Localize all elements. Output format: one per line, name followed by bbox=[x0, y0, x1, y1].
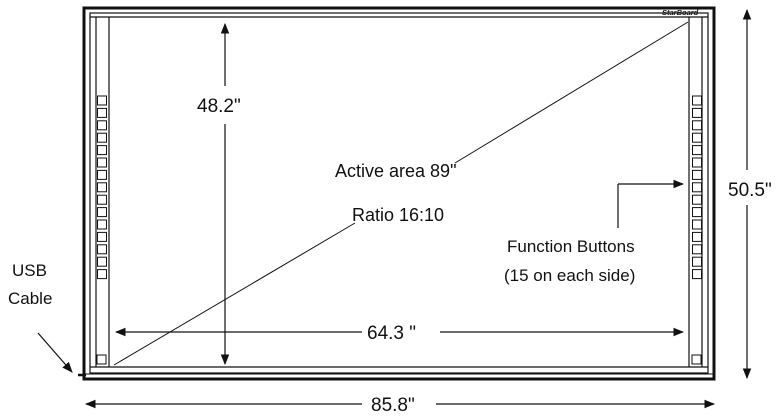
function-button bbox=[692, 95, 702, 106]
function-button bbox=[97, 157, 107, 168]
function-button bbox=[692, 269, 702, 280]
function-button bbox=[692, 219, 702, 230]
height-inner-label: 48.2" bbox=[197, 96, 241, 117]
function-button bbox=[97, 132, 107, 143]
function-button bbox=[97, 219, 107, 230]
function-button bbox=[692, 207, 702, 218]
function-buttons-right bbox=[692, 95, 702, 280]
function-button bbox=[97, 182, 107, 193]
usb-cable-pointer bbox=[37, 332, 86, 377]
function-button bbox=[97, 207, 107, 218]
function-buttons-label-line1: Function Buttons bbox=[507, 237, 635, 256]
function-button bbox=[692, 194, 702, 205]
function-button bbox=[692, 120, 702, 131]
function-button bbox=[97, 120, 107, 131]
function-button bbox=[692, 244, 702, 255]
function-button bbox=[97, 145, 107, 156]
function-button bbox=[692, 231, 702, 242]
width-inner-label: 64.3 " bbox=[367, 323, 416, 344]
usb-cable-label-line2: Cable bbox=[8, 289, 52, 308]
function-button bbox=[692, 157, 702, 168]
function-button bbox=[692, 132, 702, 143]
function-buttons-left bbox=[97, 95, 107, 280]
function-button bbox=[692, 107, 702, 118]
diagonal-active-area bbox=[113, 21, 689, 366]
ratio-label: Ratio 16:10 bbox=[352, 205, 444, 225]
function-button bbox=[97, 95, 107, 106]
active-area-label: Active area 89" bbox=[335, 161, 456, 181]
function-button bbox=[692, 256, 702, 267]
function-button bbox=[692, 182, 702, 193]
height-outer-label: 50.5" bbox=[728, 180, 772, 201]
function-button bbox=[97, 231, 107, 242]
function-button bbox=[692, 169, 702, 180]
width-outer-label: 85.8" bbox=[371, 395, 415, 416]
usb-cable-label-line1: USB bbox=[12, 261, 47, 280]
function-button bbox=[97, 107, 107, 118]
function-button bbox=[97, 194, 107, 205]
corner-square-left bbox=[96, 354, 107, 365]
function-button bbox=[97, 256, 107, 267]
function-button bbox=[692, 145, 702, 156]
function-buttons-label-line2: (15 on each side) bbox=[504, 266, 635, 285]
function-button bbox=[97, 269, 107, 280]
function-button bbox=[97, 244, 107, 255]
corner-square-right bbox=[691, 354, 702, 365]
function-buttons-pointer bbox=[617, 179, 685, 228]
brand-logo: StarBoard bbox=[662, 8, 699, 17]
function-button bbox=[97, 169, 107, 180]
whiteboard-frame bbox=[82, 6, 716, 381]
